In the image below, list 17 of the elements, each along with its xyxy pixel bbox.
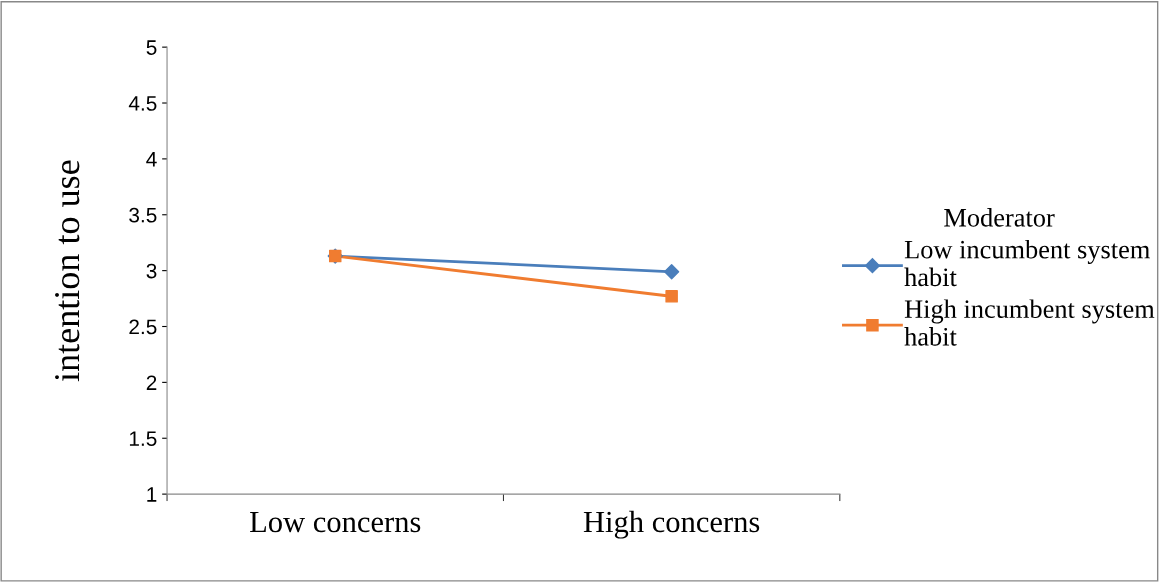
y-tick-label: 1 xyxy=(147,487,157,502)
y-tick-label: 4.5 xyxy=(128,96,157,111)
legend-label: High incumbent system habit xyxy=(904,299,1155,346)
y-tick-label: 2 xyxy=(146,375,157,390)
y-axis-title: intention to use xyxy=(55,160,80,382)
legend-title: Moderator xyxy=(944,208,1055,227)
y-tick-label: 5 xyxy=(146,40,157,55)
x-tick-label: Low concerns xyxy=(250,511,421,533)
y-tick-label: 1.5 xyxy=(129,431,157,446)
y-tick-label: 2.5 xyxy=(129,319,157,335)
point xyxy=(665,290,678,303)
point xyxy=(664,264,680,280)
y-tick-label: 3 xyxy=(146,263,157,279)
legend-label: Low incumbent system habit xyxy=(904,239,1150,287)
y-tick-label: 4 xyxy=(146,152,157,167)
x-tick-label: High concerns xyxy=(583,510,760,539)
y-tick-label: 3.5 xyxy=(129,207,157,223)
